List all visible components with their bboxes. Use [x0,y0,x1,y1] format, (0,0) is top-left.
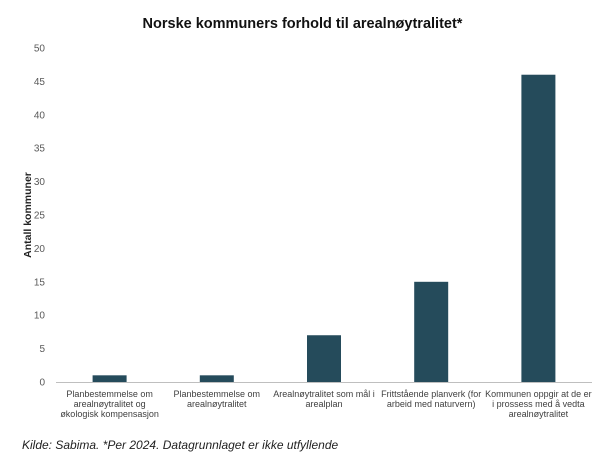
x-tick-label-line: i prossess med å vedta [492,399,585,409]
bar [307,335,341,382]
x-tick-label: Kommunen oppgir at de er i prossess med å… [485,389,592,419]
x-tick-label-line: arealnøytralitet [509,409,569,419]
y-tick-label: 35 [34,144,46,155]
y-tick-label: 0 [39,378,45,389]
x-tick-label: Planbestemmelse om arealnøytralitet [174,389,261,409]
y-axis-title: Antall kommuner [22,172,34,258]
x-tick-label-line: arealnøytralitet og [74,399,146,409]
y-tick-label: 5 [39,344,45,355]
x-tick-label: Frittstående planverk (for arbeid med nat… [381,389,481,409]
x-tick-label-line: Planbestemmelse om [66,389,153,399]
y-tick-label: 15 [34,277,46,288]
y-tick-label: 50 [34,44,46,55]
bar [92,375,127,382]
y-tick-label: 30 [34,177,46,188]
y-tick-label: 10 [34,311,46,322]
y-tick-label: 20 [34,244,46,255]
y-tick-label: 40 [34,110,46,121]
x-tick-label-line: Frittstående planverk (for [381,389,481,399]
y-tick-label: 25 [34,211,46,222]
y-tick-label: 45 [34,77,46,88]
x-tick-label: Planbestemmelse om arealnøytralitet og øko… [60,389,159,419]
x-tick-label-line: arealplan [305,399,342,409]
x-tick-label-line: arealnøytralitet [187,399,247,409]
x-tick-label-line: Arealnøytralitet som mål i [273,389,375,399]
chart-title: Norske kommuners forhold til arealnøytra… [142,16,463,32]
x-tick-label: Arealnøytralitet som mål i arealplan [273,389,375,409]
bar [199,375,234,382]
source-note: Kilde: Sabima. *Per 2024. Datagrunnlaget… [22,438,339,452]
x-tick-label-line: arbeid med naturvern) [387,399,476,409]
bar [414,281,449,382]
x-tick-label-line: Planbestemmelse om [174,389,261,399]
bar [521,74,556,382]
x-tick-label-line: Kommunen oppgir at de er [485,389,592,399]
x-tick-label-line: økologisk kompensasjon [60,409,159,419]
